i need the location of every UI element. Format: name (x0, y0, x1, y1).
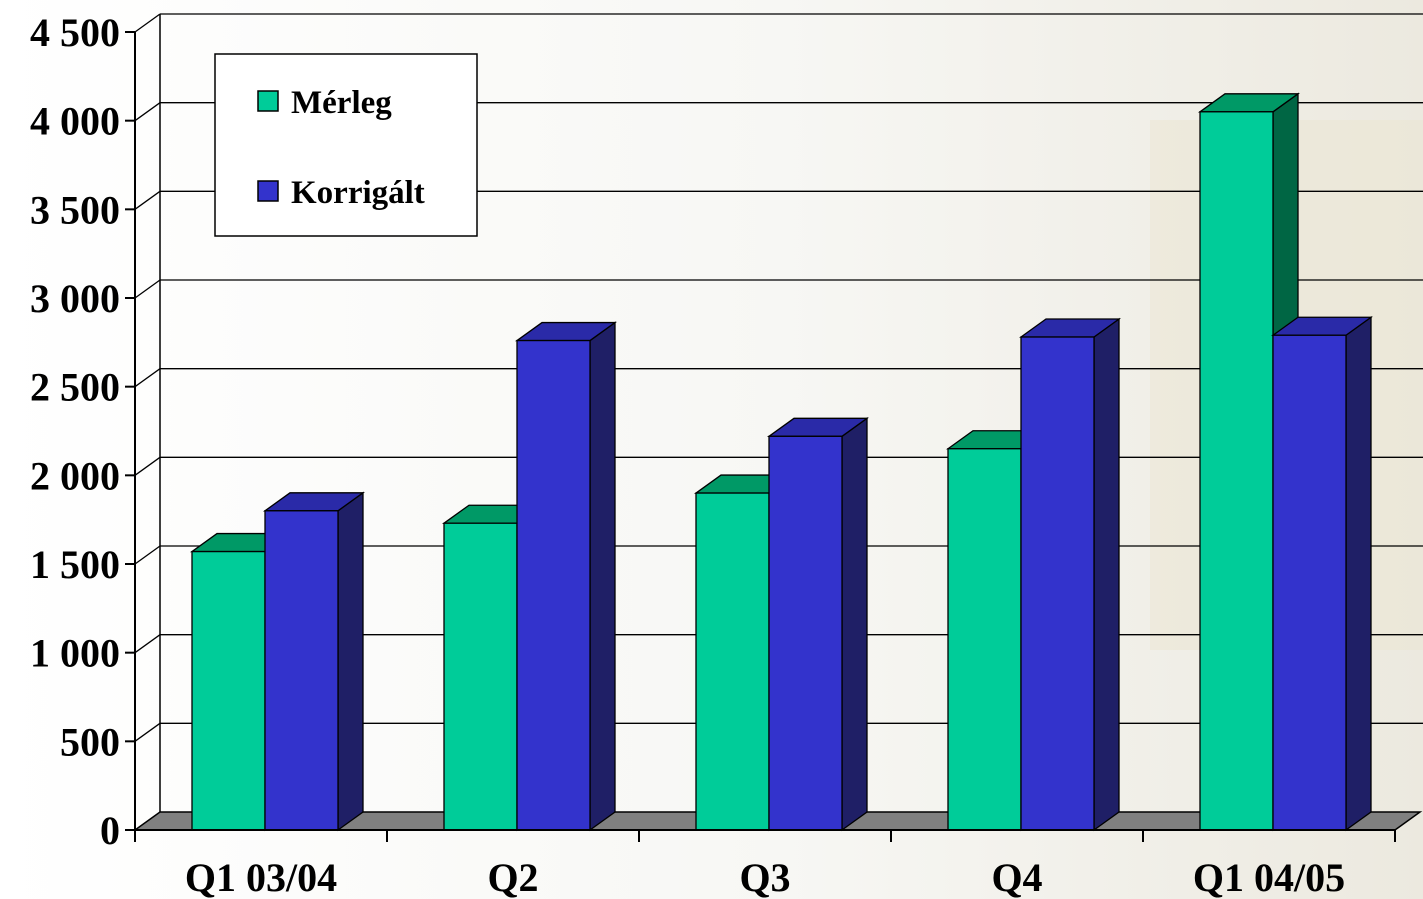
bar-merleg-q1-04-05 (1199, 111, 1274, 831)
gridline-depth (134, 545, 161, 565)
gridline-depth (134, 722, 161, 742)
x-tick-label: Q1 04/05 (1193, 855, 1345, 899)
x-tick-label: Q4 (991, 855, 1042, 899)
bar-korrigalt-q1-04-05 (1272, 334, 1347, 831)
legend-label-korrigalt: Korrigált (291, 175, 425, 211)
bar-merleg-q3 (695, 492, 770, 831)
y-tick-label: 2 500 (30, 365, 120, 410)
y-axis-ticks: 0 500 1 000 1 500 2 000 2 500 3 000 3 500 4 000 4… (30, 10, 135, 853)
bar-side-korrigalt-q2 (589, 321, 616, 832)
y-tick-label: 1 500 (30, 542, 120, 587)
bar-side-korrigalt-q1-04-05 (1345, 315, 1372, 832)
bar-side-korrigalt-q4 (1093, 317, 1120, 832)
bar-side-korrigalt-q3 (841, 417, 868, 832)
axes (134, 32, 1395, 831)
bar-merleg-q2 (443, 522, 518, 831)
x-axis-ticks: Q1 03/04 Q2 Q3 Q4 Q1 04/05 (134, 830, 1396, 899)
legend-swatch-merleg (257, 90, 279, 112)
x-tick-label: Q3 (739, 855, 790, 899)
bar-korrigalt-q3 (768, 435, 843, 831)
bars (189, 92, 1374, 832)
y-tick-label: 0 (100, 808, 120, 853)
gridline-depth (134, 456, 161, 476)
bar-korrigalt-q1-03-04 (264, 510, 339, 831)
gridline-depth (134, 102, 161, 122)
gridline-depth (134, 368, 161, 388)
x-tick-label: Q2 (487, 855, 538, 899)
y-tick-label: 4 500 (30, 10, 120, 55)
y-tick-label: 2 000 (30, 453, 120, 498)
bar-korrigalt-q4 (1020, 336, 1095, 831)
bar-side-korrigalt-q1-03-04 (337, 491, 364, 832)
gridline-depth (134, 190, 161, 210)
y-tick-label: 3 500 (30, 187, 120, 232)
bar-korrigalt-q2 (516, 339, 591, 831)
bar-merleg-q4 (947, 448, 1022, 831)
legend-box (214, 53, 478, 237)
legend: Mérleg Korrigált (214, 53, 478, 237)
legend-swatch-korrigalt (257, 180, 279, 202)
y-tick-label: 3 000 (30, 276, 120, 321)
gridline-depth (134, 13, 161, 33)
gridline-depth (134, 279, 161, 299)
bar-merleg-q1-03-04 (191, 550, 266, 831)
y-tick-label: 4 000 (30, 99, 120, 144)
x-tick-label: Q1 03/04 (185, 855, 337, 899)
y-tick-label: 500 (60, 719, 120, 764)
y-tick-label: 1 000 (30, 631, 120, 676)
gridline-depth (134, 634, 161, 654)
legend-label-merleg: Mérleg (291, 85, 392, 121)
